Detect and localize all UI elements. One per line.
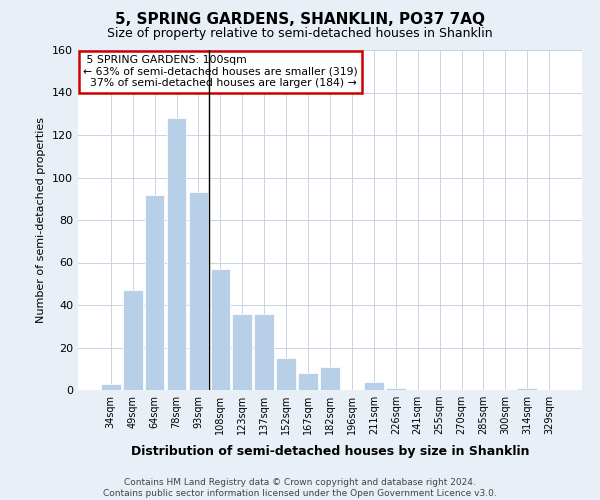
- Bar: [211, 269, 230, 390]
- Bar: [188, 192, 208, 390]
- Bar: [145, 194, 164, 390]
- Bar: [517, 388, 537, 390]
- Text: Size of property relative to semi-detached houses in Shanklin: Size of property relative to semi-detach…: [107, 28, 493, 40]
- Bar: [101, 384, 121, 390]
- Y-axis label: Number of semi-detached properties: Number of semi-detached properties: [37, 117, 46, 323]
- Bar: [364, 382, 384, 390]
- Bar: [232, 314, 252, 390]
- Text: 5, SPRING GARDENS, SHANKLIN, PO37 7AQ: 5, SPRING GARDENS, SHANKLIN, PO37 7AQ: [115, 12, 485, 28]
- Bar: [123, 290, 143, 390]
- Bar: [298, 373, 318, 390]
- Bar: [254, 314, 274, 390]
- Bar: [276, 358, 296, 390]
- Text: 5 SPRING GARDENS: 100sqm
← 63% of semi-detached houses are smaller (319)
  37% o: 5 SPRING GARDENS: 100sqm ← 63% of semi-d…: [83, 55, 358, 88]
- Bar: [386, 388, 406, 390]
- Bar: [167, 118, 187, 390]
- Bar: [320, 366, 340, 390]
- Text: Contains HM Land Registry data © Crown copyright and database right 2024.
Contai: Contains HM Land Registry data © Crown c…: [103, 478, 497, 498]
- X-axis label: Distribution of semi-detached houses by size in Shanklin: Distribution of semi-detached houses by …: [131, 446, 529, 458]
